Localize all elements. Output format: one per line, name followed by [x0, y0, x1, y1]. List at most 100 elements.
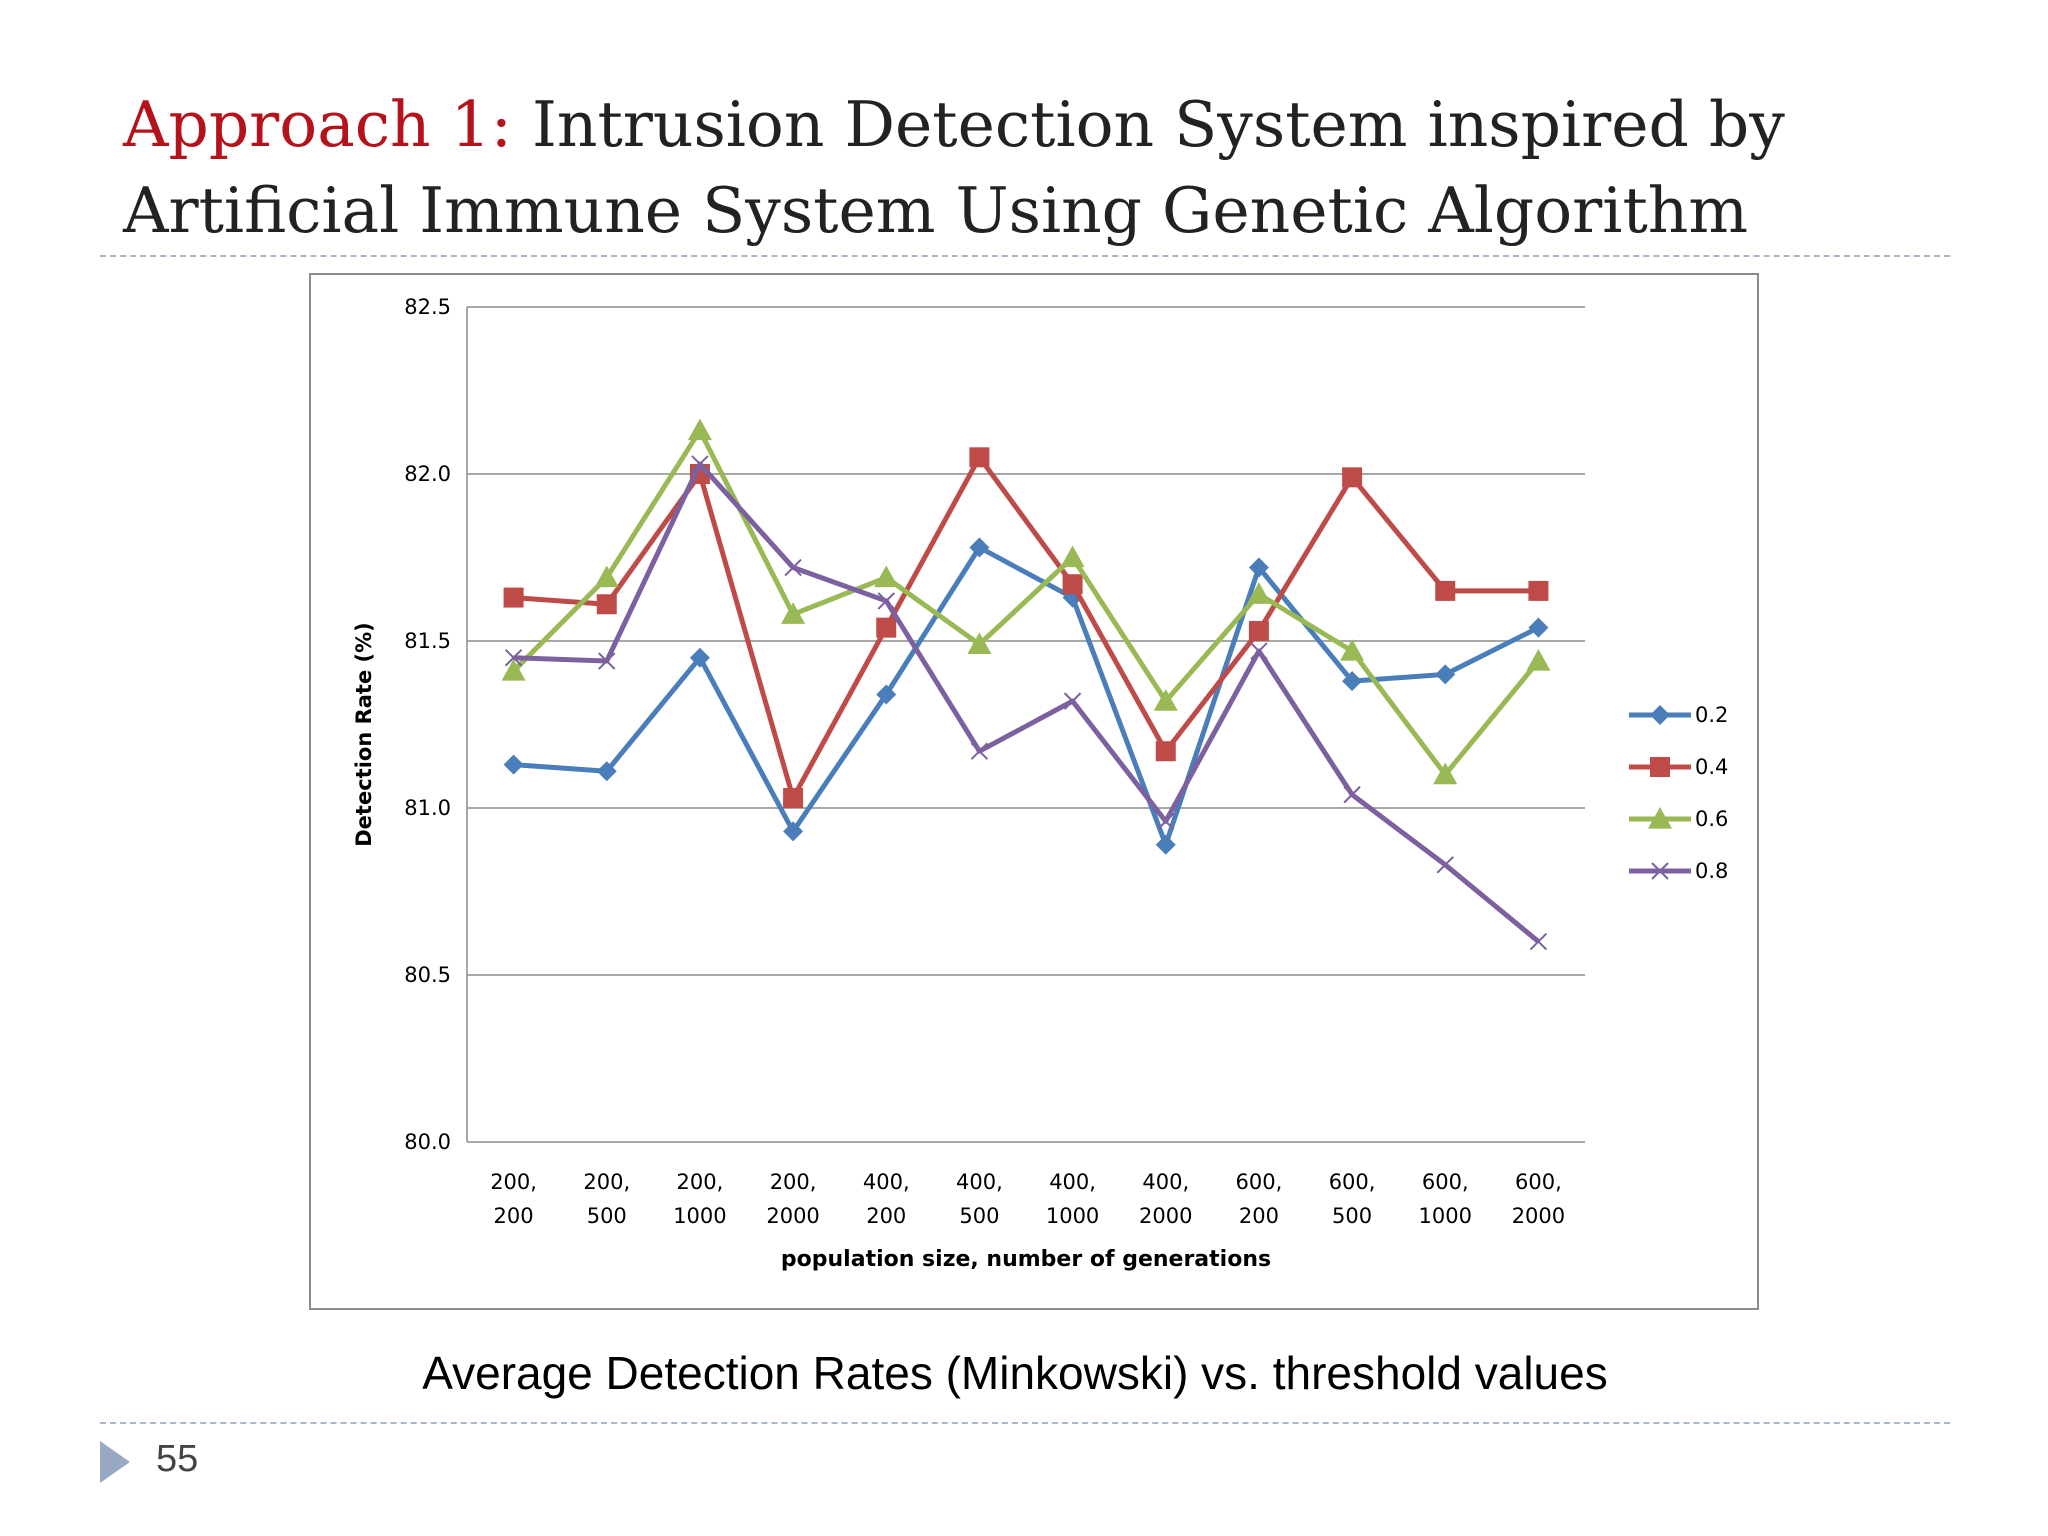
legend-marker-0.8	[1651, 862, 1669, 880]
data-point-0.6	[1526, 649, 1551, 671]
title-divider	[100, 255, 1950, 257]
data-point-0.4	[596, 594, 617, 615]
series-line-0.2	[513, 544, 1540, 848]
data-point-0.4	[783, 787, 804, 808]
y-tick-label: 80.0	[404, 1130, 451, 1154]
data-point-0.8	[1436, 856, 1454, 874]
data-point-0.4	[1248, 620, 1269, 641]
series-line-0.6	[511, 428, 1541, 778]
chart-caption: Average Detection Rates (Minkowski) vs. …	[422, 1347, 1608, 1399]
legend-label: 0.8	[1695, 859, 1728, 883]
data-point-0.2	[1248, 557, 1269, 578]
data-point-0.4	[876, 617, 897, 638]
data-point-0.4	[1342, 467, 1363, 488]
x-axis-title: population size, number of generations	[781, 1247, 1271, 1272]
x-tick-label: 1000	[1046, 1204, 1099, 1228]
data-point-0.6	[967, 632, 992, 654]
data-point-0.2	[596, 761, 617, 782]
chart-frame: 80.0 80.5 81.0 81.5 82.0 82.5 200, 200 200, 500 20…	[309, 273, 1759, 1310]
slide-title-text: Intrusion Detection System inspired by A…	[123, 88, 1785, 247]
x-tick-label: 400,	[956, 1170, 1003, 1194]
data-point-0.2	[876, 684, 897, 705]
data-point-0.2	[969, 537, 990, 558]
data-point-0.8	[691, 455, 709, 473]
detection-rate-chart: 80.0 80.5 81.0 81.5 82.0 82.5 200, 200 200, 500 20…	[352, 295, 1728, 1272]
data-point-0.6	[1433, 762, 1458, 785]
x-tick-label: 500	[587, 1204, 627, 1228]
x-tick-label: 200,	[770, 1170, 817, 1194]
data-point-0.8	[1250, 642, 1268, 660]
x-tick-label: 1000	[1419, 1204, 1472, 1228]
y-tick-label: 81.0	[404, 796, 451, 820]
y-tick-label: 80.5	[404, 963, 451, 987]
x-tick-label: 600,	[1329, 1170, 1376, 1194]
x-tick-label: 600,	[1236, 1170, 1283, 1194]
data-point-0.6	[1246, 582, 1271, 604]
series-line-0.4	[513, 454, 1539, 801]
x-tick-label: 1000	[673, 1204, 726, 1228]
legend-marker-0.6	[1648, 807, 1672, 829]
data-point-0.2	[1342, 671, 1363, 692]
x-tick-label: 2000	[1512, 1204, 1565, 1228]
x-tick-label: 600,	[1422, 1170, 1469, 1194]
data-point-0.4	[969, 447, 990, 468]
data-point-0.8	[1343, 785, 1361, 804]
slide-title-accent: Approach 1:	[123, 88, 512, 161]
data-point-0.8	[877, 592, 895, 610]
footer-arrow-icon	[100, 1441, 130, 1483]
y-tick-label: 81.5	[404, 629, 451, 653]
x-tick-label: 600,	[1515, 1170, 1562, 1194]
data-point-0.6	[781, 602, 806, 624]
legend-marker-0.4	[1650, 757, 1670, 777]
x-tick-label: 200,	[677, 1170, 724, 1194]
data-point-0.2	[783, 821, 804, 842]
series-line-0.8	[513, 461, 1541, 944]
x-tick-label: 200	[494, 1204, 534, 1228]
x-tick-label: 200,	[583, 1170, 630, 1194]
x-tick-label: 200,	[490, 1170, 537, 1194]
data-point-0.8	[1529, 932, 1548, 951]
data-point-0.2	[1435, 664, 1456, 685]
data-point-0.6	[874, 565, 899, 588]
data-point-0.2	[1155, 834, 1176, 855]
footer-divider	[100, 1422, 1950, 1424]
data-point-0.8	[970, 742, 989, 760]
data-point-0.6	[1153, 689, 1178, 711]
x-tick-label: 200	[1239, 1204, 1279, 1228]
data-point-0.4	[503, 587, 524, 608]
legend-marker-0.2	[1650, 705, 1670, 725]
page-number: 55	[156, 1438, 199, 1480]
data-point-0.4	[1155, 741, 1176, 762]
y-axis-title: Detection Rate (%)	[352, 622, 376, 847]
data-point-0.8	[598, 652, 616, 670]
legend-label: 0.6	[1695, 807, 1728, 831]
data-point-0.8	[1157, 812, 1175, 831]
data-point-0.8	[1063, 692, 1082, 710]
data-point-0.2	[689, 647, 710, 668]
data-point-0.6	[1060, 545, 1085, 568]
x-tick-label: 2000	[766, 1204, 819, 1228]
x-tick-label: 2000	[1139, 1204, 1192, 1228]
x-tick-label: 400,	[1049, 1170, 1096, 1194]
data-point-0.2	[503, 754, 524, 775]
data-point-0.4	[1528, 580, 1549, 601]
x-tick-label: 400,	[1142, 1170, 1189, 1194]
data-point-0.4	[1062, 574, 1083, 595]
x-tick-label: 500	[1332, 1204, 1372, 1228]
x-tick-label: 400,	[863, 1170, 910, 1194]
data-point-0.6	[1340, 639, 1365, 661]
x-tick-label: 200	[866, 1204, 906, 1228]
data-point-0.8	[784, 558, 802, 577]
data-point-0.4	[1435, 580, 1456, 601]
data-point-0.6	[687, 418, 712, 441]
slide-title: Approach 1: Intrusion Detection System i…	[123, 82, 1983, 254]
y-tick-label: 82.5	[404, 295, 451, 319]
x-tick-label: 500	[959, 1204, 999, 1228]
legend-label: 0.2	[1695, 703, 1728, 727]
data-point-0.2	[1528, 617, 1549, 638]
y-tick-label: 82.0	[404, 462, 451, 486]
data-point-0.6	[594, 565, 619, 588]
data-point-0.6	[501, 659, 526, 681]
data-point-0.8	[504, 648, 523, 667]
legend-label: 0.4	[1695, 755, 1728, 779]
